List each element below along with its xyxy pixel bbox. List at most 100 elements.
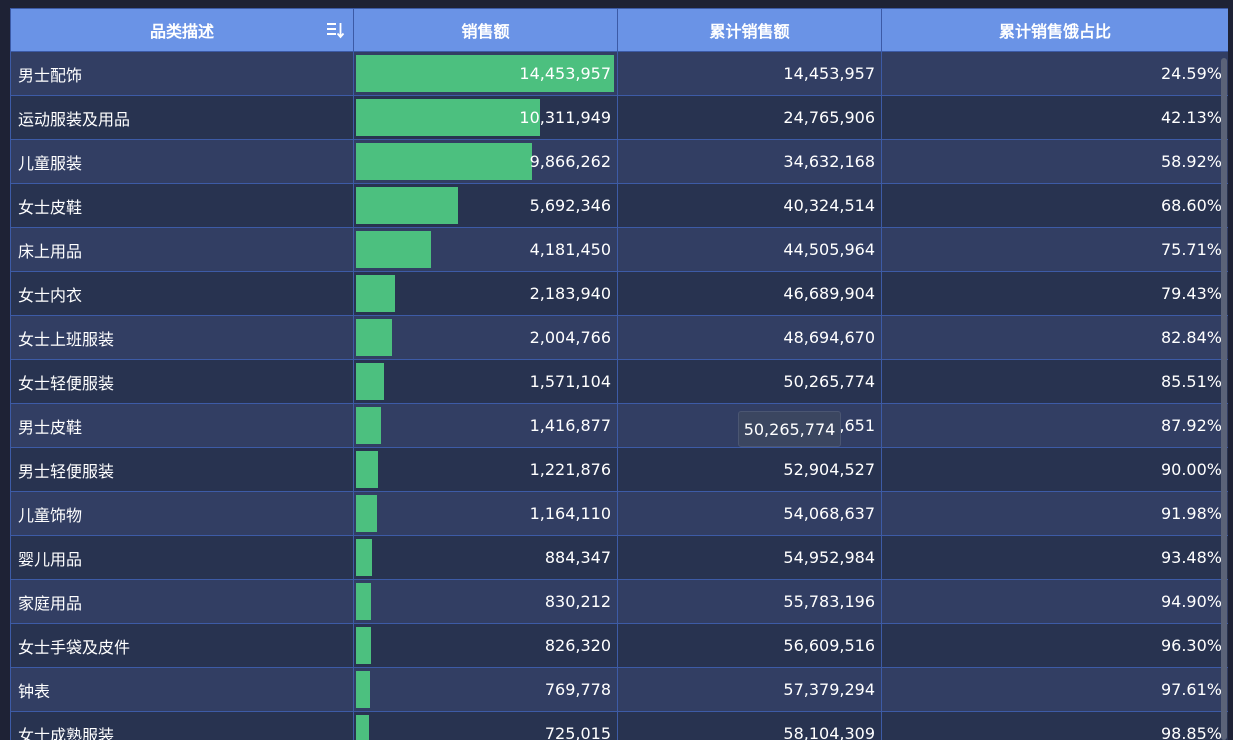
- cumulative-sales-cell[interactable]: 40,324,514: [617, 183, 882, 228]
- sales-cell[interactable]: 725,015: [353, 711, 618, 740]
- category-cell[interactable]: 儿童饰物: [10, 491, 354, 536]
- cumulative-sales-cell[interactable]: 52,904,527: [617, 447, 882, 492]
- sales-bar: [356, 407, 381, 444]
- cumulative-sales-cell[interactable]: 57,379,294: [617, 667, 882, 712]
- table-row[interactable]: 男士皮鞋 1,416,877,651 87.92%: [10, 403, 1228, 448]
- table-row[interactable]: 钟表 769,778 57,379,294 97.61%: [10, 667, 1228, 712]
- sales-bar: [356, 495, 377, 532]
- sales-cell[interactable]: 1,571,104: [353, 359, 618, 404]
- table-row[interactable]: 儿童服装 9,866,262 34,632,168 58.92%: [10, 139, 1228, 184]
- cumulative-share-cell[interactable]: 87.92%: [881, 403, 1228, 448]
- cumulative-sales-cell[interactable]: 24,765,906: [617, 95, 882, 140]
- sales-bar: [356, 627, 371, 664]
- table-row[interactable]: 女士上班服装 2,004,766 48,694,670 82.84%: [10, 315, 1228, 360]
- cumulative-sales-cell[interactable]: 55,783,196: [617, 579, 882, 624]
- header-sales-label: 销售额: [461, 22, 510, 41]
- category-cell[interactable]: 运动服装及用品: [10, 95, 354, 140]
- cumulative-share-cell[interactable]: 94.90%: [881, 579, 1228, 624]
- table-row[interactable]: 女士轻便服装 1,571,104 50,265,774 85.51%: [10, 359, 1228, 404]
- cumulative-sales-cell[interactable]: 54,952,984: [617, 535, 882, 580]
- sales-cell[interactable]: 14,453,957: [353, 51, 618, 96]
- table-row[interactable]: 女士皮鞋 5,692,346 40,324,514 68.60%: [10, 183, 1228, 228]
- sales-value: 2,004,766: [529, 328, 611, 347]
- sales-cell[interactable]: 9,866,262: [353, 139, 618, 184]
- category-cell[interactable]: 男士配饰: [10, 51, 354, 96]
- cumulative-share-cell[interactable]: 91.98%: [881, 491, 1228, 536]
- table-row[interactable]: 儿童饰物 1,164,110 54,068,637 91.98%: [10, 491, 1228, 536]
- cumulative-share-cell[interactable]: 79.43%: [881, 271, 1228, 316]
- cumulative-share-cell[interactable]: 58.92%: [881, 139, 1228, 184]
- cumulative-share-cell[interactable]: 82.84%: [881, 315, 1228, 360]
- table-row[interactable]: 男士轻便服装 1,221,876 52,904,527 90.00%: [10, 447, 1228, 492]
- cumulative-share-cell[interactable]: 24.59%: [881, 51, 1228, 96]
- sort-descending-icon[interactable]: [325, 20, 345, 40]
- sales-cell[interactable]: 1,221,876: [353, 447, 618, 492]
- sales-cell[interactable]: 769,778: [353, 667, 618, 712]
- sales-value: 830,212: [544, 592, 611, 611]
- category-cell[interactable]: 女士手袋及皮件: [10, 623, 354, 668]
- table-row[interactable]: 家庭用品 830,212 55,783,196 94.90%: [10, 579, 1228, 624]
- category-cell[interactable]: 女士成熟服装: [10, 711, 354, 740]
- category-cell[interactable]: 男士皮鞋: [10, 403, 354, 448]
- category-cell[interactable]: 床上用品: [10, 227, 354, 272]
- category-cell[interactable]: 家庭用品: [10, 579, 354, 624]
- cumulative-sales-cell[interactable]: 14,453,957: [617, 51, 882, 96]
- header-cumulative-share[interactable]: 累计销售饿占比: [881, 8, 1228, 52]
- sales-value: 1,416,877: [529, 416, 611, 435]
- cumulative-share-cell[interactable]: 98.85%: [881, 711, 1228, 740]
- category-cell[interactable]: 女士上班服装: [10, 315, 354, 360]
- category-cell[interactable]: 婴儿用品: [10, 535, 354, 580]
- cumulative-sales-cell[interactable]: 44,505,964: [617, 227, 882, 272]
- header-category[interactable]: 品类描述: [10, 8, 354, 52]
- sales-cell[interactable]: 826,320: [353, 623, 618, 668]
- sales-bar: [356, 187, 458, 224]
- table-row[interactable]: 男士配饰 14,453,957 14,453,957 24.59%: [10, 51, 1228, 96]
- table-row[interactable]: 婴儿用品 884,347 54,952,984 93.48%: [10, 535, 1228, 580]
- sales-cell[interactable]: 10,311,949: [353, 95, 618, 140]
- sales-cell[interactable]: 884,347: [353, 535, 618, 580]
- header-cumulative-sales[interactable]: 累计销售额: [617, 8, 882, 52]
- cumulative-sales-cell[interactable]: 48,694,670: [617, 315, 882, 360]
- cumulative-share-cell[interactable]: 90.00%: [881, 447, 1228, 492]
- cumulative-sales-cell[interactable]: 58,104,309: [617, 711, 882, 740]
- table-row[interactable]: 女士手袋及皮件 826,320 56,609,516 96.30%: [10, 623, 1228, 668]
- cumulative-sales-cell[interactable]: 56,609,516: [617, 623, 882, 668]
- header-sales[interactable]: 销售额: [353, 8, 618, 52]
- cumulative-share-cell[interactable]: 68.60%: [881, 183, 1228, 228]
- category-cell[interactable]: 钟表: [10, 667, 354, 712]
- category-cell[interactable]: 儿童服装: [10, 139, 354, 184]
- cumulative-sales-cell[interactable]: 46,689,904: [617, 271, 882, 316]
- sales-cell[interactable]: 1,416,877: [353, 403, 618, 448]
- cumulative-share-cell[interactable]: 85.51%: [881, 359, 1228, 404]
- category-cell[interactable]: 女士轻便服装: [10, 359, 354, 404]
- sales-cell[interactable]: 2,183,940: [353, 271, 618, 316]
- header-cumulative-sales-label: 累计销售额: [709, 22, 790, 41]
- vertical-scrollbar[interactable]: [1221, 58, 1227, 740]
- table-row[interactable]: 女士成熟服装 725,015 58,104,309 98.85%: [10, 711, 1228, 740]
- sales-cell[interactable]: 2,004,766: [353, 315, 618, 360]
- cumulative-share-cell[interactable]: 42.13%: [881, 95, 1228, 140]
- sales-value: 1,164,110: [529, 504, 611, 523]
- category-cell[interactable]: 女士皮鞋: [10, 183, 354, 228]
- sales-value: 1,221,876: [529, 460, 611, 479]
- cumulative-share-cell[interactable]: 93.48%: [881, 535, 1228, 580]
- cumulative-sales-cell[interactable]: 54,068,637: [617, 491, 882, 536]
- table-row[interactable]: 运动服装及用品 10,311,949 24,765,906 42.13%: [10, 95, 1228, 140]
- cumulative-share-cell[interactable]: 75.71%: [881, 227, 1228, 272]
- table-row[interactable]: 女士内衣 2,183,940 46,689,904 79.43%: [10, 271, 1228, 316]
- sales-cell[interactable]: 830,212: [353, 579, 618, 624]
- category-cell[interactable]: 女士内衣: [10, 271, 354, 316]
- cumulative-share-cell[interactable]: 96.30%: [881, 623, 1228, 668]
- sales-cell[interactable]: 5,692,346: [353, 183, 618, 228]
- cell-tooltip: 50,265,774: [738, 411, 841, 447]
- category-cell[interactable]: 男士轻便服装: [10, 447, 354, 492]
- table-row[interactable]: 床上用品 4,181,450 44,505,964 75.71%: [10, 227, 1228, 272]
- sales-cell[interactable]: 4,181,450: [353, 227, 618, 272]
- sales-value: 826,320: [544, 636, 611, 655]
- sales-cell[interactable]: 1,164,110: [353, 491, 618, 536]
- cumulative-sales-cell[interactable]: 50,265,774: [617, 359, 882, 404]
- sales-bar: [356, 451, 378, 488]
- cumulative-sales-cell[interactable]: 34,632,168: [617, 139, 882, 184]
- cumulative-share-cell[interactable]: 97.61%: [881, 667, 1228, 712]
- sales-bar: [356, 319, 392, 356]
